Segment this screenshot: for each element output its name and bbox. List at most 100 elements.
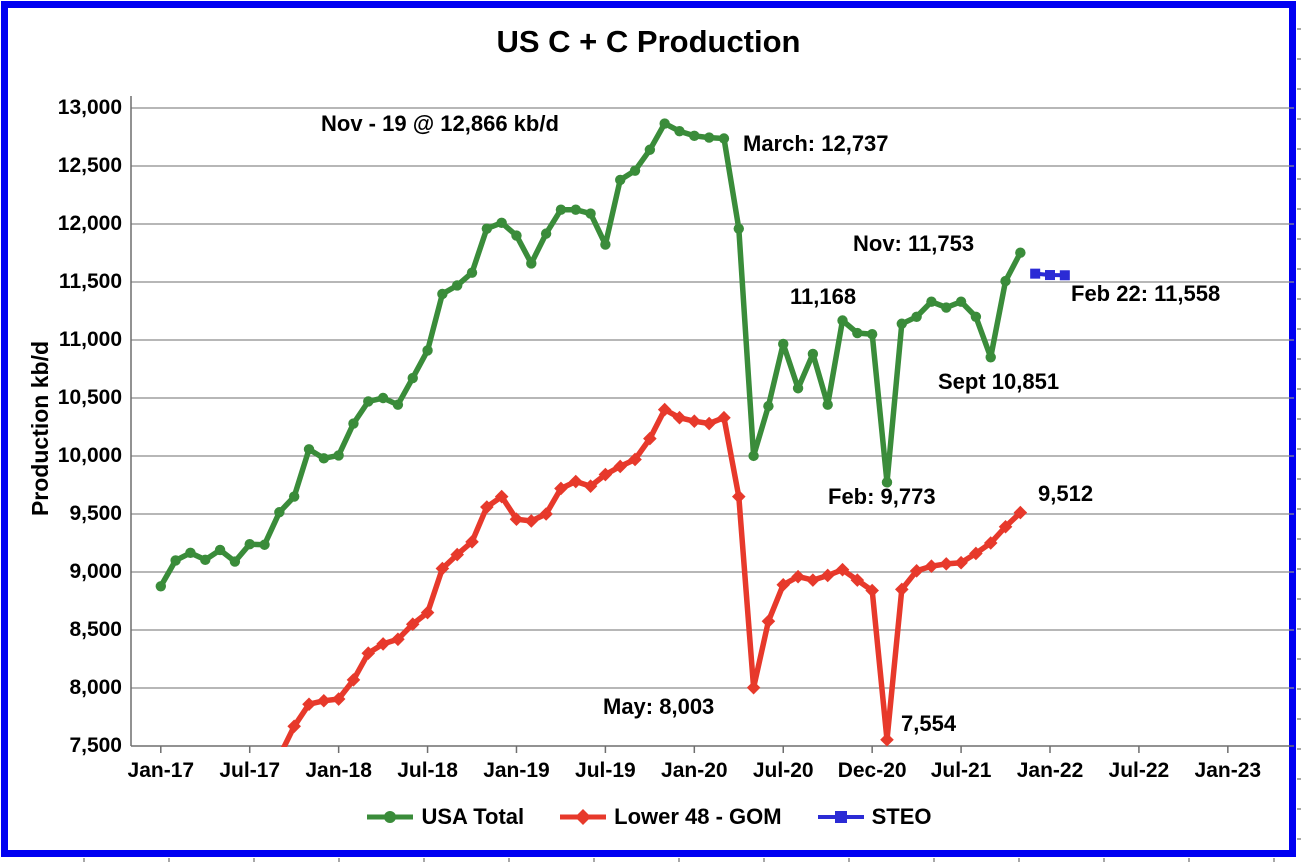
data-point-circle: [778, 338, 789, 350]
data-point-square: [1030, 268, 1041, 279]
data-point-circle: [496, 217, 507, 229]
data-point-circle: [259, 539, 270, 550]
x-tick-label: Jan-20: [661, 759, 728, 782]
data-point-circle: [244, 538, 255, 550]
data-point-circle: [733, 223, 744, 234]
chart-title: US C + C Production: [496, 24, 801, 59]
y-tick-label: 12,000: [57, 212, 122, 235]
data-point-diamond: [420, 605, 435, 620]
data-point-circle: [481, 223, 493, 234]
x-tick-label: Jan-22: [1016, 759, 1084, 782]
data-point-diamond: [880, 732, 894, 747]
data-point-circle: [274, 507, 285, 518]
data-point-diamond: [554, 481, 568, 496]
data-point-circle: [511, 230, 522, 241]
annotation: 11,168: [790, 284, 857, 309]
series-line: [158, 120, 1024, 590]
legend-label-lower48-gom: Lower 48 - GOM: [614, 804, 782, 829]
data-point-diamond: [376, 637, 390, 651]
data-point-diamond: [998, 519, 1013, 534]
annotation: Nov: 11,753: [853, 231, 975, 256]
data-point-diamond: [939, 557, 954, 571]
data-point-circle: [896, 318, 907, 329]
data-point-diamond: [598, 467, 613, 482]
data-point-diamond: [657, 402, 672, 417]
spreadsheet-edge-bottom: [0, 858, 1302, 862]
data-point-circle: [807, 348, 819, 360]
data-point-diamond: [435, 561, 450, 576]
data-point-diamond: [791, 569, 805, 584]
data-point-circle: [318, 453, 330, 464]
data-point-circle: [911, 311, 922, 322]
data-point-square: [1045, 270, 1055, 281]
y-tick-label: 9,000: [69, 560, 122, 583]
data-point-diamond: [717, 410, 731, 425]
data-point-diamond: [361, 646, 376, 660]
data-point-diamond: [524, 514, 539, 528]
annotation: May: 8,003: [603, 694, 715, 719]
data-point-circle: [763, 400, 774, 412]
data-point-circle: [363, 396, 374, 407]
legend-item-steo: STEO: [816, 804, 932, 830]
data-point-diamond: [568, 474, 583, 489]
data-point-circle: [303, 444, 315, 455]
x-tick-label: Jan-17: [127, 759, 195, 782]
data-point-circle: [659, 118, 670, 129]
data-point-circle: [526, 258, 537, 269]
data-point-circle: [792, 383, 804, 394]
data-point-circle: [229, 556, 241, 567]
legend: USA Total Lower 48 - GOM STEO: [8, 804, 1289, 830]
data-point-square: [1059, 270, 1070, 281]
y-tick-label: 11,000: [58, 328, 122, 351]
data-point-diamond: [865, 583, 879, 598]
data-point-diamond: [672, 410, 687, 425]
y-tick-label: 10,500: [57, 386, 122, 409]
y-tick-label: 12,500: [57, 154, 122, 177]
data-point-circle: [466, 267, 478, 278]
data-point-circle: [570, 204, 581, 215]
y-tick-label: 10,000: [57, 444, 122, 467]
lower-48-gom-series: [280, 402, 1028, 747]
data-point-circle: [1015, 247, 1026, 258]
steo-line-square-icon: [817, 811, 864, 823]
data-point-circle: [852, 327, 863, 339]
data-point-diamond: [909, 564, 924, 578]
data-point-diamond: [317, 693, 331, 708]
legend-item-usa-total: USA Total: [365, 804, 524, 830]
data-point-diamond: [494, 489, 509, 504]
data-point-circle: [629, 165, 641, 176]
x-tick-label: Jan-23: [1194, 759, 1262, 782]
data-point-circle: [703, 132, 715, 143]
data-point-circle: [392, 399, 404, 410]
data-point-circle: [185, 547, 196, 559]
annotation: 7,554: [901, 711, 957, 736]
x-tick-label: Jul-17: [219, 759, 281, 782]
data-point-diamond: [954, 555, 968, 570]
annotation: Nov - 19 @ 12,866 kb/d: [321, 111, 559, 136]
data-point-diamond: [405, 617, 420, 631]
y-tick-label: 8,000: [69, 676, 122, 699]
data-point-circle: [926, 296, 937, 307]
data-point-circle: [600, 239, 611, 250]
data-point-diamond: [450, 547, 464, 562]
data-point-circle: [748, 450, 759, 462]
data-point-diamond: [509, 512, 524, 527]
data-point-circle: [585, 208, 596, 219]
data-point-diamond: [613, 459, 628, 474]
x-tick-label: Jul-21: [930, 759, 992, 782]
data-point-diamond: [806, 573, 820, 587]
data-point-circle: [214, 544, 226, 556]
data-point-diamond: [776, 577, 791, 592]
x-tick-label: Jul-20: [752, 759, 814, 782]
legend-label-usa-total: USA Total: [421, 804, 525, 829]
data-point-diamond: [391, 632, 405, 647]
data-point-diamond: [539, 507, 553, 521]
data-point-diamond: [287, 719, 301, 734]
data-point-circle: [407, 372, 418, 384]
data-point-circle: [674, 126, 685, 137]
data-point-diamond: [302, 697, 316, 712]
steo-series: [1030, 268, 1070, 281]
data-point-diamond: [583, 479, 598, 493]
